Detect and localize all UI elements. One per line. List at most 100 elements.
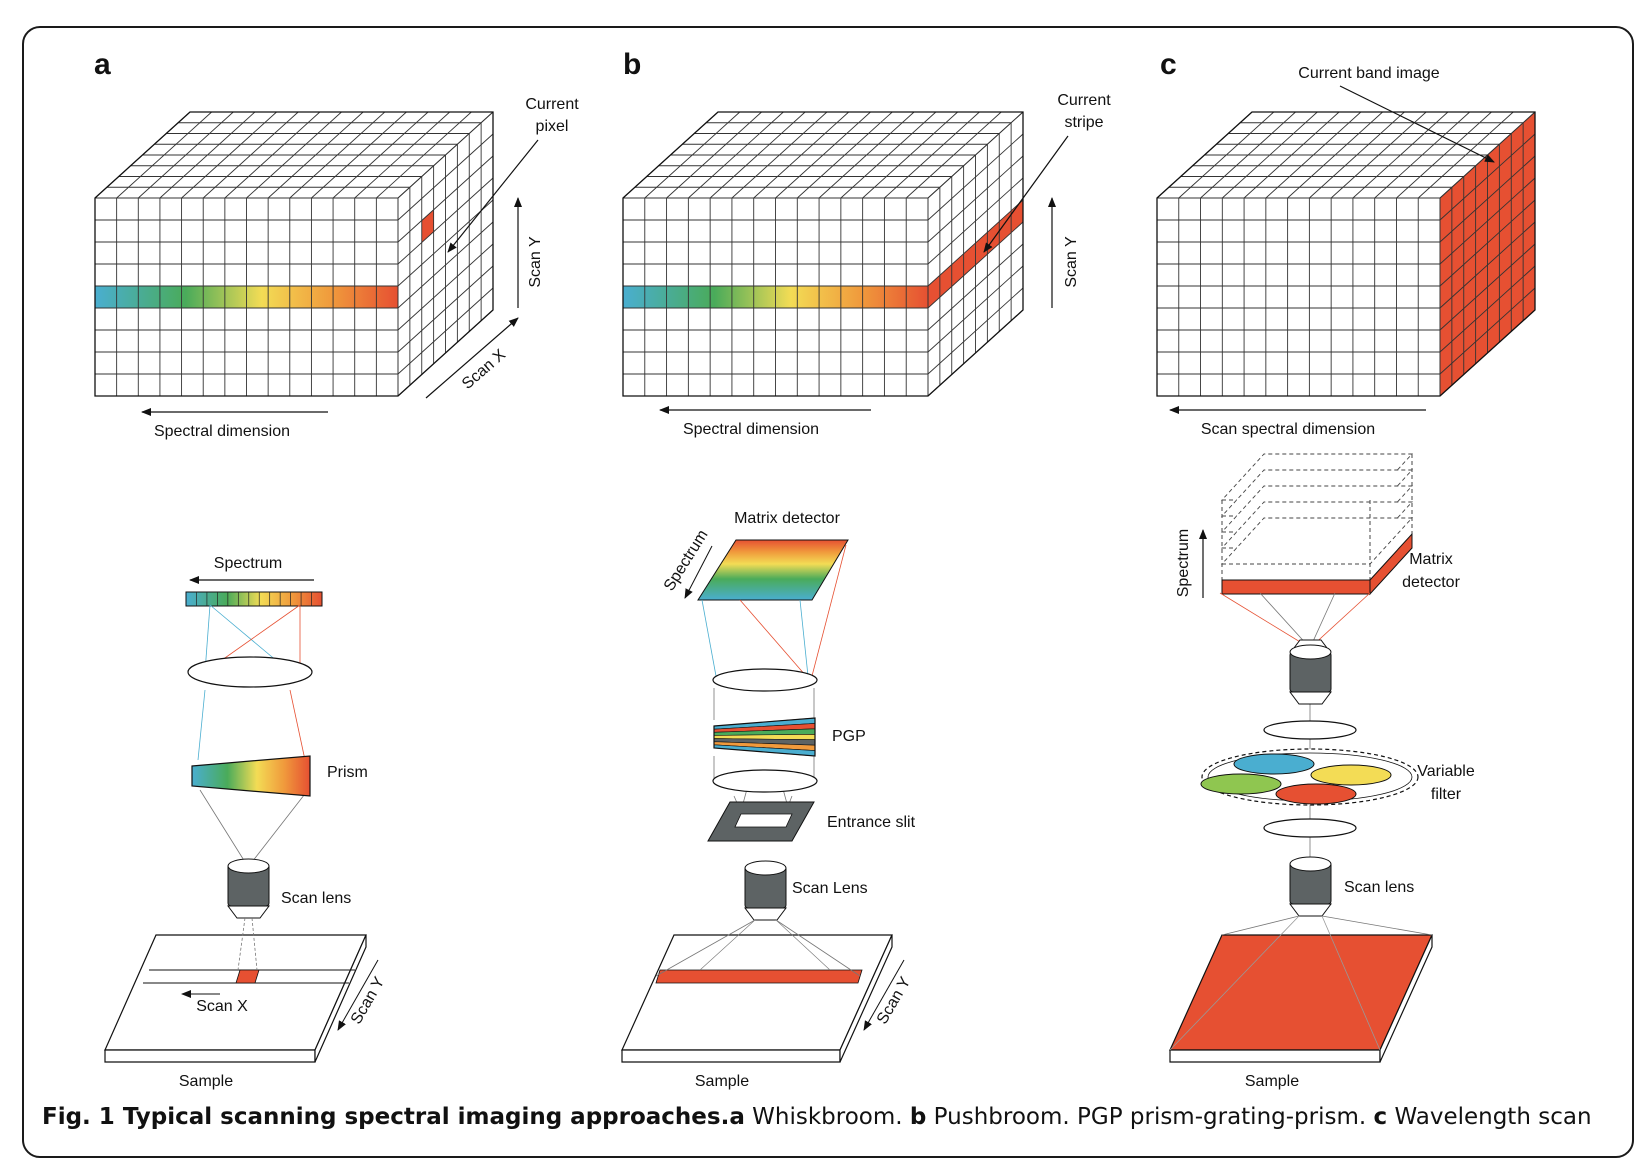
- caption-letter-a: a: [729, 1104, 745, 1130]
- prism-shape: [191, 755, 311, 797]
- objective-lens-a: [227, 858, 270, 919]
- grid-line: [1439, 221, 1536, 309]
- current-stripe-arrow: [983, 135, 1069, 253]
- sample-scan-y-arrow-b: [863, 959, 905, 1031]
- light-paths-a: [197, 604, 309, 863]
- scan-lens-label-b: Scan Lens: [792, 880, 868, 897]
- sample-label-b: Sample: [695, 1073, 749, 1090]
- current-pixel-arrow: [447, 139, 539, 253]
- lens-c-upper: [1263, 720, 1357, 740]
- detector-plate-side: [1369, 532, 1413, 596]
- filter-yellow: [1310, 764, 1392, 786]
- objective-lens-c-upper: [1289, 639, 1332, 705]
- cube-outline: [1156, 111, 1536, 397]
- spectrum-arrow-b: [684, 545, 713, 599]
- current-band-image-label: Current band image: [1298, 65, 1440, 82]
- grid-line: [397, 265, 494, 353]
- grid-line: [397, 287, 494, 375]
- caption-text-b: Pushbroom. PGP prism-grating-prism.: [926, 1104, 1374, 1130]
- matrix-detector-b: [697, 539, 849, 601]
- datacube-c: [1156, 111, 1536, 397]
- grid-line: [927, 199, 1024, 287]
- sample-scan-y-label-b: Scan Y: [874, 974, 915, 1027]
- scan-y-label-b: Scan Y: [1063, 236, 1080, 288]
- caption-text-c: Wavelength scan: [1387, 1104, 1592, 1130]
- lens-a-upper: [187, 656, 313, 688]
- caption-letter-c: c: [1373, 1104, 1388, 1130]
- grid-line: [397, 221, 494, 309]
- grid-line: [397, 155, 494, 243]
- caption-letter-b: b: [909, 1104, 927, 1130]
- grid-line: [1439, 199, 1536, 287]
- filter-red: [1275, 783, 1357, 805]
- datacube-b: [622, 111, 1024, 397]
- objective-lens-c-lower: [1289, 856, 1332, 917]
- pgp-element: [713, 717, 816, 757]
- sample-label-a: Sample: [179, 1073, 233, 1090]
- matrix-detector-label-b: Matrix detector: [734, 510, 840, 527]
- grid-line: [927, 243, 1024, 331]
- sample-slab-b: [621, 919, 893, 1063]
- grid-line: [927, 133, 1024, 221]
- pgp-label: PGP: [832, 728, 866, 745]
- caption-text-a: Whiskbroom.: [744, 1104, 910, 1130]
- panel-letter-b: b: [623, 48, 641, 81]
- cube-front-face: [1157, 198, 1440, 396]
- figure-caption: Fig. 1 Typical scanning spectral imaging…: [42, 1104, 1592, 1130]
- grid-line: [397, 199, 494, 287]
- grid-line: [397, 243, 494, 331]
- scan-lens-label-a: Scan lens: [281, 890, 351, 907]
- grid-line: [397, 111, 494, 199]
- grid-line: [1439, 287, 1536, 375]
- current-pixel-label-line2: pixel: [536, 118, 569, 135]
- sample-scan-y-label-a: Scan Y: [348, 974, 389, 1027]
- figure-frame: [22, 26, 1634, 1158]
- spectrum-label-c: Spectrum: [1175, 529, 1192, 597]
- datacube-a: [94, 111, 494, 397]
- current-pixel-label-line1: Current: [525, 96, 579, 113]
- grid-line: [927, 221, 1024, 309]
- panel-letter-c: c: [1160, 48, 1177, 81]
- sample-scan-x-label: Scan X: [196, 998, 248, 1015]
- grid-line: [397, 133, 494, 221]
- grid-line: [1439, 243, 1536, 331]
- variable-filter-wheel: [1200, 748, 1419, 806]
- matrix-detector-stack-c: [1220, 453, 1414, 596]
- current-stripe-label-line2: stripe: [1064, 114, 1103, 131]
- spectral-dimension-label-a: Spectral dimension: [154, 423, 290, 440]
- grid-line: [1439, 265, 1536, 353]
- variable-filter-label-line1: Variable: [1417, 763, 1475, 780]
- matrix-detector-label-c-line2: detector: [1402, 574, 1460, 591]
- scan-spectral-dimension-label: Scan spectral dimension: [1201, 421, 1375, 438]
- current-stripe-label-line1: Current: [1057, 92, 1111, 109]
- objective-lens-b: [744, 860, 787, 921]
- prism-label: Prism: [327, 764, 368, 781]
- sample-scan-y-arrow-a: [337, 959, 379, 1031]
- caption-title: Fig. 1 Typical scanning spectral imaging…: [42, 1104, 730, 1130]
- current-band-image-arrow: [1339, 85, 1495, 163]
- sample-slab-a: [104, 917, 367, 1063]
- grid-line: [1439, 133, 1536, 221]
- grid-line: [1439, 155, 1536, 243]
- filter-green: [1200, 773, 1282, 795]
- spectrum-bar-a: [185, 591, 323, 607]
- sample-label-c: Sample: [1245, 1073, 1299, 1090]
- grid-line: [1439, 177, 1536, 265]
- pgp-outline: [713, 717, 816, 757]
- grid-line: [927, 265, 1024, 353]
- variable-filter-label-line2: filter: [1431, 786, 1462, 803]
- grid-line: [927, 111, 1024, 199]
- spectral-dimension-label-b: Spectral dimension: [683, 421, 819, 438]
- filter-blue: [1233, 753, 1315, 775]
- lens-c-lower: [1263, 818, 1357, 838]
- cube-outline: [94, 111, 494, 397]
- grid-line: [927, 287, 1024, 375]
- lens-b-upper: [712, 668, 818, 692]
- spectrum-bar-fill: [185, 591, 323, 607]
- scan-x-label-a: Scan X: [459, 346, 509, 393]
- matrix-detector-label-c-line1: Matrix: [1409, 551, 1453, 568]
- grid-line: [397, 177, 494, 265]
- scan-y-label-a: Scan Y: [527, 236, 544, 288]
- entrance-slit: [707, 801, 815, 842]
